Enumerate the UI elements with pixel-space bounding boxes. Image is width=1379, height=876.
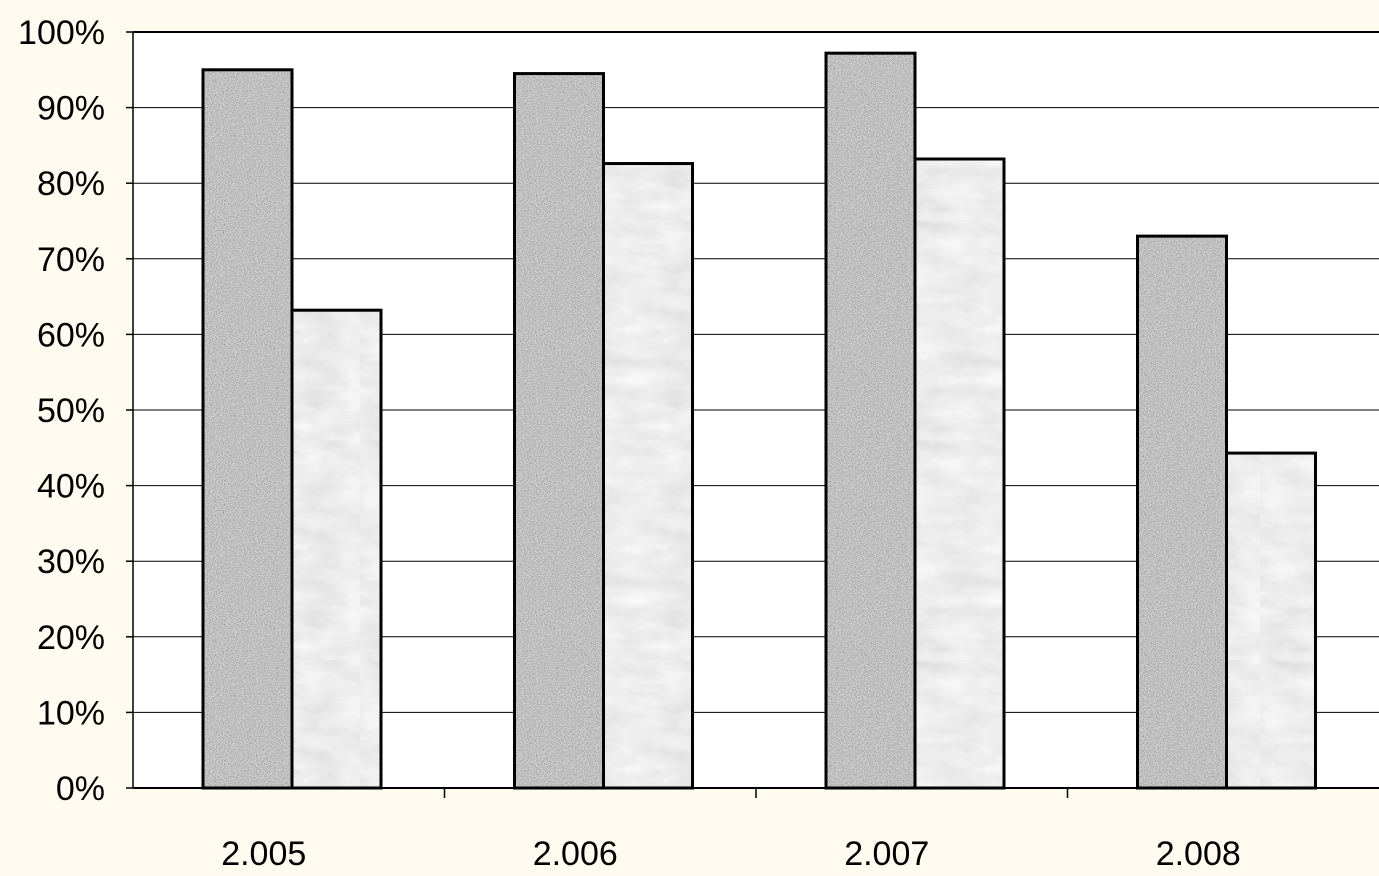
bar-series-1 <box>824 51 917 790</box>
y-tick-label: 0% <box>56 770 105 808</box>
tick-labels: 0% 10% 20% 30% 40% 50% 60% 70% 80% 90% 100% 2.005 2.… <box>18 14 1241 873</box>
x-tick-label: 2.006 <box>533 835 618 871</box>
x-tick-label: 2.005 <box>221 835 306 871</box>
bar-series-1 <box>513 72 605 790</box>
bar-series-2 <box>913 157 1006 790</box>
y-tick-label: 90% <box>37 90 105 128</box>
bar-series-1 <box>1136 234 1228 790</box>
x-tick-label: 2.007 <box>844 835 929 871</box>
axes <box>126 31 1379 798</box>
y-tick-label: 70% <box>37 241 105 279</box>
y-tick-label: 30% <box>37 543 105 581</box>
y-tick-label: 20% <box>37 619 105 657</box>
bar-series-2 <box>290 308 383 790</box>
y-tick-label: 60% <box>37 316 105 354</box>
bar-series-2 <box>1225 451 1317 790</box>
bars <box>201 51 1317 790</box>
y-tick-label: 40% <box>37 468 105 506</box>
y-tick-label: 100% <box>18 14 105 52</box>
bar-series-1 <box>201 68 294 790</box>
y-tick-label: 10% <box>37 694 105 732</box>
x-tick-label: 2.008 <box>1156 835 1241 871</box>
y-tick-label: 80% <box>37 165 105 203</box>
bar-series-2 <box>602 162 694 790</box>
y-tick-label: 50% <box>37 392 105 430</box>
